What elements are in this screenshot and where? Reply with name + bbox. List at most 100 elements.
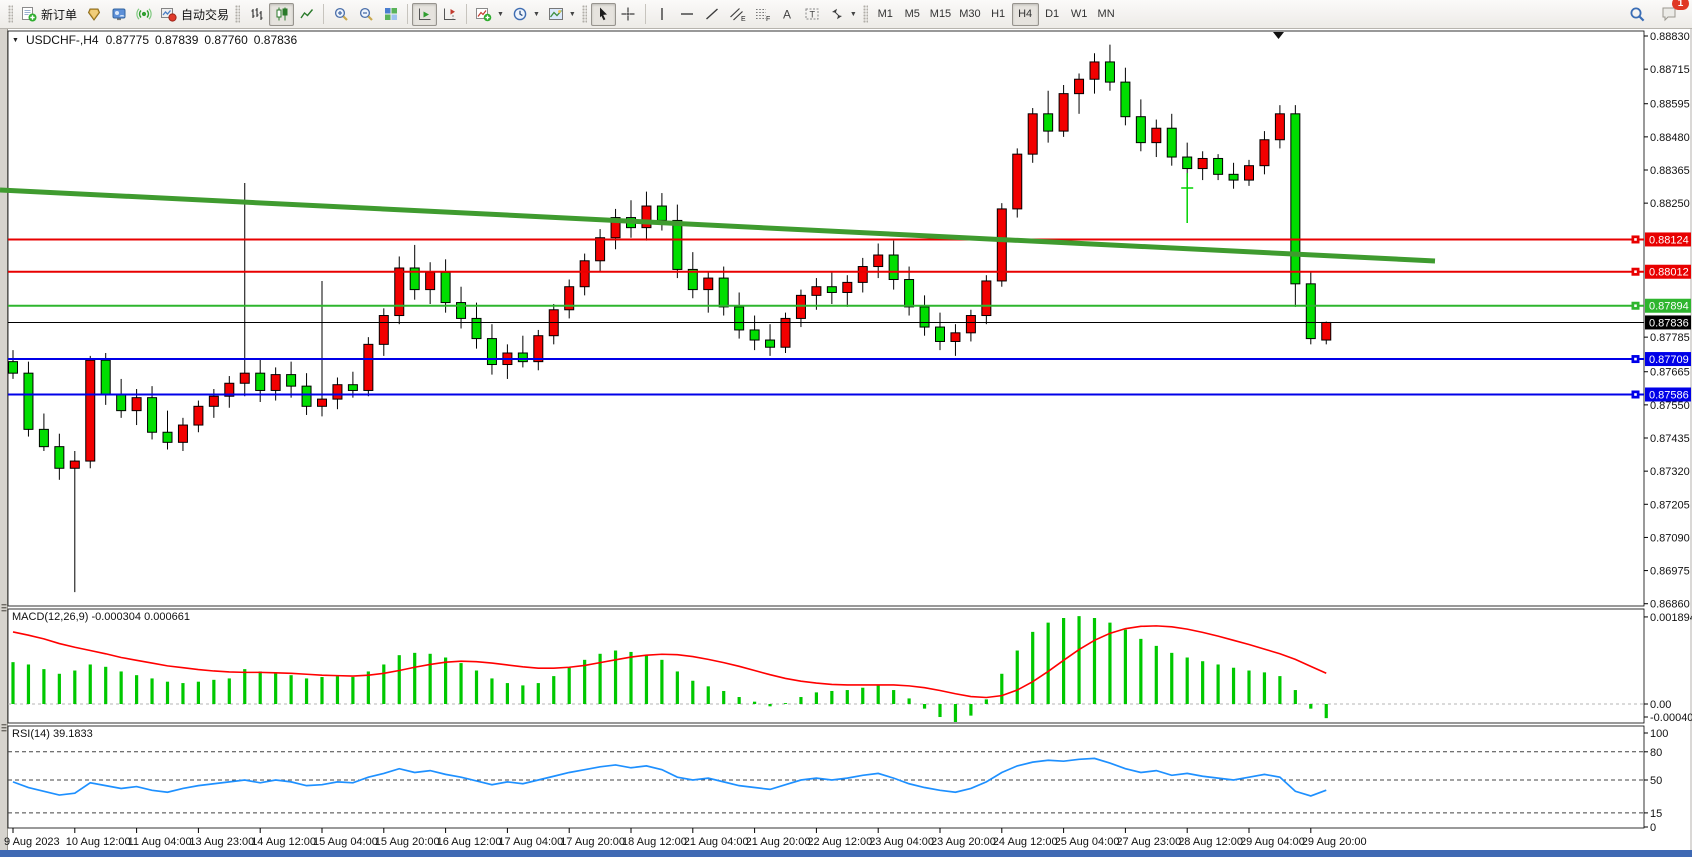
candle-23 bbox=[363, 343, 374, 391]
price-label-0.88124 bbox=[1645, 232, 1691, 247]
svg-text:17 Aug 20:00: 17 Aug 20:00 bbox=[560, 836, 625, 848]
candle-57 bbox=[888, 254, 899, 281]
indicators-dropdown-caret[interactable]: ▼ bbox=[497, 10, 504, 18]
svg-text:24 Aug 12:00: 24 Aug 12:00 bbox=[993, 836, 1058, 848]
notification-count-badge[interactable]: 1 bbox=[1672, 0, 1689, 10]
candle-10 bbox=[162, 431, 173, 443]
annotation-arrow[interactable] bbox=[0, 0, 1436, 264]
auto-scroll-button[interactable] bbox=[412, 2, 438, 26]
chart-title-dropdown-icon[interactable]: ▼ bbox=[12, 36, 19, 44]
algo-trading-button[interactable]: 自动交易 bbox=[156, 3, 233, 26]
indicators-button[interactable]: ▼ bbox=[471, 3, 508, 26]
svg-text:23 Aug 04:00: 23 Aug 04:00 bbox=[869, 836, 934, 848]
svg-text:15 Aug 04:00: 15 Aug 04:00 bbox=[313, 836, 378, 848]
timeframe-button-D1[interactable]: D1 bbox=[1039, 3, 1066, 26]
svg-text:0.00: 0.00 bbox=[1650, 699, 1671, 711]
toolbar-drag-handle[interactable] bbox=[235, 5, 241, 23]
candle-15 bbox=[239, 372, 250, 384]
fibonacci-button[interactable]: F bbox=[750, 3, 775, 26]
toolbar-drag-handle[interactable] bbox=[581, 5, 587, 23]
svg-text:-0.000408: -0.000408 bbox=[1650, 712, 1692, 724]
svg-text:T: T bbox=[810, 10, 816, 20]
timeframe-button-M30[interactable]: M30 bbox=[955, 3, 984, 26]
tile-windows-button[interactable] bbox=[378, 3, 403, 26]
new-order-button[interactable]: 新订单 bbox=[17, 3, 81, 26]
text-label-button[interactable]: T bbox=[800, 3, 825, 26]
template-icon bbox=[548, 8, 563, 20]
price-label-0.87894 bbox=[1645, 298, 1691, 313]
bar-chart-button[interactable] bbox=[244, 3, 269, 26]
timeframe-button-M5[interactable]: M5 bbox=[899, 3, 926, 26]
equidistant-channel-button[interactable]: E bbox=[725, 3, 750, 26]
period-button[interactable]: ▼ bbox=[508, 3, 544, 26]
zoom-in-button[interactable] bbox=[328, 3, 353, 26]
svg-text:0.87836: 0.87836 bbox=[1649, 317, 1689, 329]
svg-text:0.87665: 0.87665 bbox=[1650, 367, 1690, 379]
svg-text:21 Aug 04:00: 21 Aug 04:00 bbox=[684, 836, 749, 848]
macd-pane[interactable]: 0.001894 0.00-0.000408 bbox=[8, 612, 1692, 724]
cursor-icon bbox=[600, 7, 608, 21]
timeframe-button-H4[interactable]: H4 bbox=[1011, 2, 1039, 26]
template-dropdown-caret[interactable]: ▼ bbox=[568, 10, 576, 18]
svg-text:E: E bbox=[741, 16, 746, 22]
candlestick-button[interactable] bbox=[269, 2, 295, 26]
timeframe-button-MN[interactable]: MN bbox=[1093, 3, 1120, 26]
horizontal-line-0.87709[interactable]: 0.87709 bbox=[8, 352, 1691, 367]
search-button[interactable] bbox=[1625, 3, 1650, 26]
candle-31 bbox=[486, 338, 497, 366]
rsi-pane[interactable]: 100 80 50 15 0 bbox=[8, 728, 1668, 834]
candle-26 bbox=[409, 267, 420, 291]
vertical-line-button[interactable] bbox=[650, 3, 675, 26]
chart-shift-button[interactable] bbox=[437, 3, 462, 26]
svg-text:15: 15 bbox=[1650, 808, 1662, 820]
template-button[interactable]: ▼ bbox=[544, 3, 580, 26]
fibonacci-icon: F bbox=[755, 9, 770, 22]
candle-24 bbox=[378, 315, 389, 345]
metaeditor-icon bbox=[87, 8, 100, 21]
crosshair-button[interactable] bbox=[616, 3, 641, 26]
cursor-button[interactable] bbox=[590, 2, 616, 26]
horizontal-line-0.87586[interactable]: 0.87586 bbox=[8, 387, 1691, 402]
symbol-period-label: USDCHF-,H4 bbox=[25, 33, 99, 47]
timeframe-button-W1[interactable]: W1 bbox=[1066, 3, 1093, 26]
candle-62 bbox=[965, 315, 976, 334]
new-order-icon bbox=[22, 7, 37, 22]
candle-2 bbox=[38, 428, 49, 448]
arrows-dropdown-caret[interactable]: ▼ bbox=[849, 10, 857, 18]
timeframe-button-M15[interactable]: M15 bbox=[926, 3, 955, 26]
candle-74 bbox=[1151, 127, 1162, 144]
ohlc-high: 0.87839 bbox=[155, 33, 199, 47]
candle-60 bbox=[935, 326, 945, 342]
candle-48 bbox=[749, 329, 760, 341]
timeframe-button-H1[interactable]: H1 bbox=[985, 3, 1012, 26]
candle-44 bbox=[687, 268, 698, 291]
zoom-out-button[interactable] bbox=[353, 3, 378, 26]
metaeditor-button[interactable] bbox=[81, 3, 106, 26]
candle-16 bbox=[255, 372, 266, 391]
price-axis[interactable]: 0.88830 0.88715 0.88595 0.88480 0.88365 0.882… bbox=[1644, 31, 1690, 611]
svg-text:16 Aug 12:00: 16 Aug 12:00 bbox=[437, 836, 502, 848]
arrows-button[interactable]: ▼ bbox=[825, 3, 861, 26]
broadcast-button[interactable] bbox=[131, 3, 156, 26]
text-button[interactable]: A bbox=[775, 3, 800, 26]
line-chart-button[interactable] bbox=[294, 3, 319, 26]
horizontal-line-button[interactable] bbox=[675, 3, 700, 26]
trendline-icon bbox=[706, 8, 719, 20]
toolbar-drag-handle[interactable] bbox=[8, 5, 13, 23]
svg-text:0.87090: 0.87090 bbox=[1650, 532, 1690, 544]
timeframe-button-M1[interactable]: M1 bbox=[872, 3, 899, 26]
candle-42 bbox=[656, 205, 667, 221]
trendline-button[interactable] bbox=[700, 3, 725, 26]
candle-28 bbox=[440, 271, 451, 304]
candle-81 bbox=[1259, 139, 1270, 167]
candle-46 bbox=[718, 277, 729, 308]
toolbar-drag-handle[interactable] bbox=[862, 5, 868, 23]
horizontal-line-0.88124[interactable]: 0.88124 bbox=[8, 232, 1691, 247]
hosting-button[interactable] bbox=[106, 3, 131, 26]
candle-33 bbox=[517, 352, 528, 363]
horizontal-line-0.87894[interactable]: 0.87894 bbox=[8, 298, 1691, 313]
horizontal-line-0.88012[interactable]: 0.88012 bbox=[8, 264, 1691, 279]
period-dropdown-caret[interactable]: ▼ bbox=[532, 10, 540, 18]
